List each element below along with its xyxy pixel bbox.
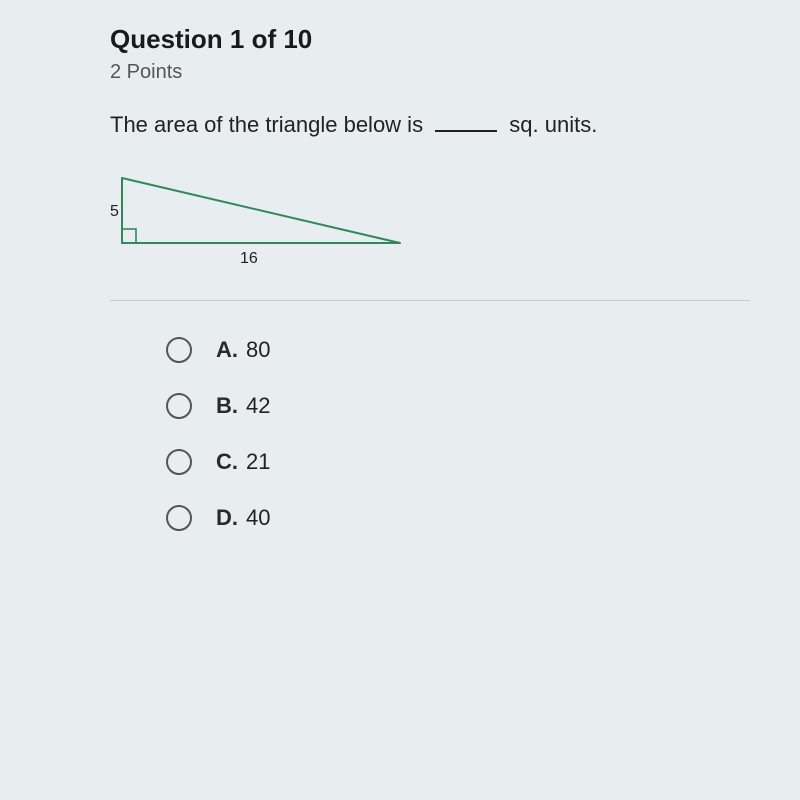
option-letter: D. [216,505,238,531]
option-d[interactable]: D. 40 [166,505,800,531]
option-value: 42 [246,393,270,419]
option-b[interactable]: B. 42 [166,393,800,419]
option-value: 21 [246,449,270,475]
quiz-page: Question 1 of 10 2 Points The area of th… [0,0,800,531]
option-letter: B. [216,393,238,419]
radio-icon[interactable] [166,505,192,531]
triangle-figure: 5 16 [110,168,800,278]
options-list: A. 80 B. 42 C. 21 D. 40 [110,337,800,531]
blank-fill [435,112,497,132]
question-number: Question 1 of 10 [110,24,800,55]
points-label: 2 Points [110,61,800,84]
radio-icon[interactable] [166,449,192,475]
option-a[interactable]: A. 80 [166,337,800,363]
svg-text:5: 5 [110,203,119,220]
svg-text:16: 16 [240,250,258,267]
radio-icon[interactable] [166,393,192,419]
question-prompt: The area of the triangle below is sq. un… [110,112,800,138]
option-letter: A. [216,337,238,363]
prompt-post: sq. units. [503,112,597,137]
divider [110,300,750,301]
option-letter: C. [216,449,238,475]
prompt-pre: The area of the triangle below is [110,112,429,137]
option-c[interactable]: C. 21 [166,449,800,475]
option-value: 40 [246,505,270,531]
radio-icon[interactable] [166,337,192,363]
triangle-svg: 5 16 [110,168,420,273]
option-value: 80 [246,337,270,363]
